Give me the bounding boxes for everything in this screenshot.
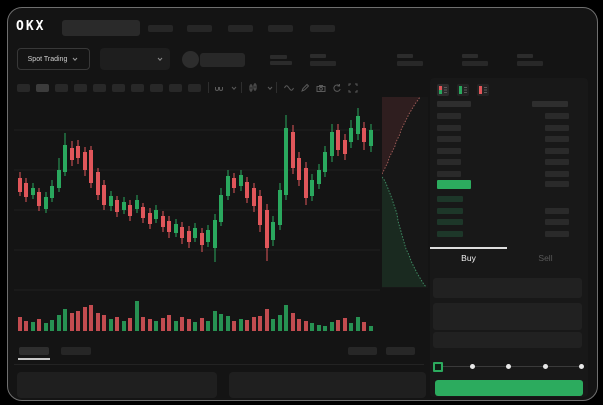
draw-icon[interactable] [300,83,310,93]
bottom-tab[interactable] [19,347,49,355]
nav-placeholder[interactable] [148,25,173,32]
bottom-right-tab[interactable] [348,347,377,355]
interval-button[interactable] [17,84,30,92]
slider-handle[interactable] [433,362,443,372]
orderbook-bid-price[interactable] [437,207,463,214]
market-type-selector[interactable]: Spot Trading [17,48,90,70]
nav-placeholder[interactable] [228,25,253,32]
orderbook-panel: Buy Sell [430,78,588,397]
orderbook-col-header-price [437,101,471,107]
ticker-stat-value [397,61,423,66]
orderbook-ask-amount [545,170,569,177]
interval-button[interactable] [131,84,144,92]
price-chart[interactable] [14,95,382,337]
nav-placeholder[interactable] [187,25,212,32]
toolbar-divider [276,82,277,93]
order-form-field[interactable] [433,303,582,330]
header-meta-placeholder [270,55,287,59]
indicators-icon[interactable] [214,83,224,93]
depth-chart [382,97,428,288]
section-divider [14,364,424,365]
orderbook-combined-icon[interactable] [437,84,449,96]
slider-dot[interactable] [469,364,475,369]
orderbook-bid-price[interactable] [437,230,463,237]
header-meta-placeholder [270,61,292,65]
order-form-field[interactable] [433,278,582,298]
toolbar-divider [208,82,209,93]
interval-button[interactable] [112,84,125,92]
okx-logo: OKX [16,19,46,34]
orderbook-mid-price[interactable] [437,180,471,189]
bottom-right-tab[interactable] [386,347,415,355]
chevron-down-icon[interactable] [229,83,239,93]
nav-placeholder[interactable] [310,25,335,32]
nav-placeholder[interactable] [268,25,293,32]
pair-selector[interactable] [100,48,170,70]
search-input[interactable] [62,20,140,36]
interval-button[interactable] [36,84,49,92]
order-form-field[interactable] [433,332,582,348]
tab-sell[interactable]: Sell [538,253,553,263]
fullscreen-icon[interactable] [348,83,358,93]
orderbook-ask-price[interactable] [437,159,461,165]
interval-button[interactable] [74,84,87,92]
undo-icon[interactable] [332,83,342,93]
footer-panel [17,372,217,398]
interval-button[interactable] [55,84,68,92]
orderbook-bid-amount [545,230,569,237]
slider-dot[interactable] [506,364,511,369]
orderbook-bid-price[interactable] [437,196,463,202]
orderbook-ask-amount [545,147,569,154]
ticker-stat-value [462,61,488,66]
buy-submit-button[interactable] [435,380,583,396]
interval-button[interactable] [150,84,163,92]
orderbook-ask-price[interactable] [437,170,461,177]
slider-dot[interactable] [579,364,584,369]
market-type-label: Spot Trading [27,55,68,63]
orderbook-ask-price[interactable] [437,124,461,131]
chevron-down-icon [72,57,78,61]
orderbook-mid-amount [545,181,569,187]
camera-icon[interactable] [316,83,326,93]
orderbook-ask-amount [545,159,569,165]
orderbook-ask-price[interactable] [437,136,461,142]
orderbook-ask-price[interactable] [437,113,461,119]
orderbook-bid-amount [545,219,569,225]
orderbook-bid-price[interactable] [437,219,463,225]
orderbook-bid-amount [545,207,569,214]
wave-icon[interactable] [284,83,294,93]
footer-panel [229,372,426,398]
ticker-stat-label [397,54,413,58]
ticker-stat-label [310,54,326,58]
ticker-stat-label [517,54,533,58]
interval-button[interactable] [188,84,201,92]
tab-indicator [430,247,507,249]
orderbook-ask-amount [545,136,569,142]
orderbook-ask-amount [545,113,569,119]
candle-style-icon[interactable] [248,83,258,93]
ticker-stat-label [462,54,478,58]
ticker-stat-value [517,61,543,66]
slider-dot[interactable] [542,364,548,369]
chevron-down-icon [157,57,163,61]
orderbook-col-header-amount [532,101,568,107]
toolbar-divider [241,82,242,93]
interval-button[interactable] [93,84,106,92]
ticker-stat-value [310,61,336,66]
app-window: OKX Spot Trading Buy Sell [7,7,598,401]
account-placeholder[interactable] [200,53,245,67]
orderbook-ask-price[interactable] [437,147,461,154]
orderbook-ask-amount [545,124,569,131]
orderbook-bids-icon[interactable] [457,84,469,96]
avatar[interactable] [182,51,199,68]
bottom-tab-underline [18,358,50,360]
bottom-tab[interactable] [61,347,91,355]
tab-buy[interactable]: Buy [461,253,476,263]
orderbook-asks-icon[interactable] [477,84,489,96]
interval-button[interactable] [169,84,182,92]
chevron-down-icon[interactable] [265,83,275,93]
